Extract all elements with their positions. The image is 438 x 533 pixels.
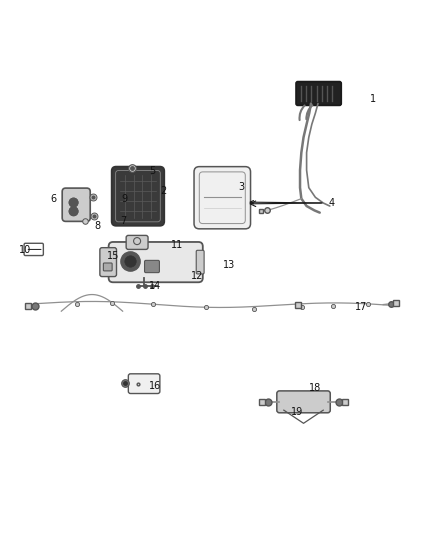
FancyBboxPatch shape (62, 188, 90, 221)
Text: 14: 14 (149, 281, 161, 291)
Text: 17: 17 (355, 302, 367, 312)
Text: 3: 3 (239, 182, 245, 192)
Text: 7: 7 (120, 215, 127, 225)
Text: 1: 1 (370, 94, 376, 104)
FancyBboxPatch shape (277, 391, 330, 413)
Text: 5: 5 (149, 166, 155, 176)
FancyBboxPatch shape (112, 167, 164, 226)
Text: 16: 16 (149, 381, 161, 391)
FancyBboxPatch shape (128, 374, 160, 393)
FancyBboxPatch shape (196, 251, 204, 274)
Text: 6: 6 (50, 194, 57, 204)
FancyBboxPatch shape (103, 263, 112, 271)
FancyBboxPatch shape (100, 248, 117, 277)
Text: 8: 8 (94, 221, 100, 231)
Text: 19: 19 (291, 407, 304, 417)
Circle shape (69, 198, 78, 207)
FancyBboxPatch shape (126, 236, 148, 249)
Text: 2: 2 (160, 186, 166, 196)
Text: 9: 9 (121, 193, 127, 204)
Text: 4: 4 (328, 198, 335, 208)
Text: 13: 13 (223, 260, 236, 270)
Circle shape (121, 252, 140, 271)
Text: 11: 11 (171, 240, 183, 251)
Text: 10: 10 (19, 245, 31, 255)
FancyBboxPatch shape (145, 260, 159, 273)
FancyBboxPatch shape (109, 242, 203, 282)
Text: 18: 18 (309, 383, 321, 393)
Circle shape (69, 207, 78, 216)
FancyBboxPatch shape (296, 82, 341, 106)
Text: 12: 12 (191, 271, 203, 281)
Text: 15: 15 (107, 251, 120, 261)
Circle shape (125, 256, 136, 267)
FancyBboxPatch shape (194, 167, 251, 229)
